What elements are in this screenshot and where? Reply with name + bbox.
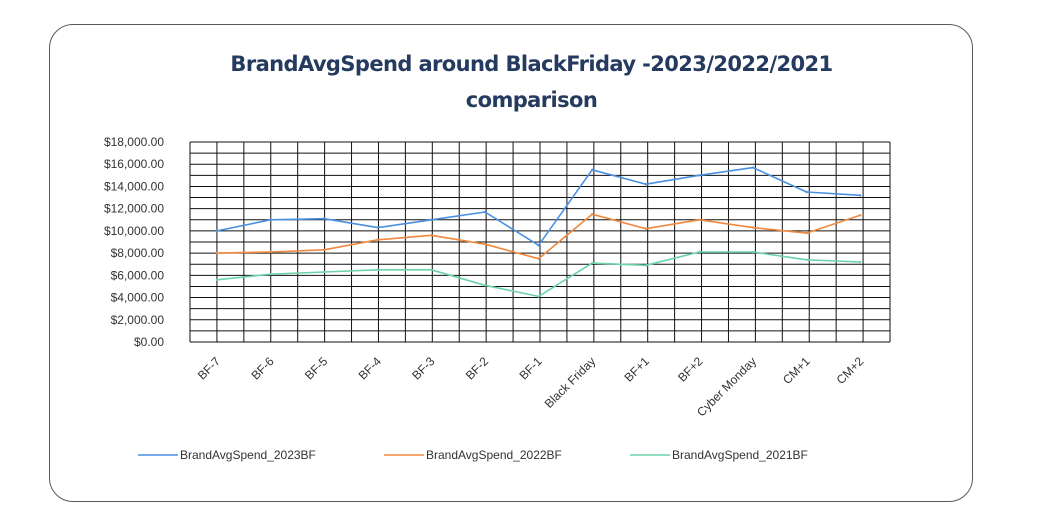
series-line	[216, 213, 861, 260]
data-point	[591, 261, 594, 265]
x-tick-label: Black Friday	[542, 354, 599, 411]
x-tick-label: BF-4	[356, 354, 385, 383]
data-point	[215, 251, 219, 255]
data-point	[537, 244, 540, 247]
data-point	[537, 295, 540, 298]
data-point	[269, 218, 272, 221]
series-line	[216, 166, 861, 247]
y-tick-label: $0.00	[134, 335, 164, 349]
data-point	[483, 243, 487, 246]
data-point	[751, 250, 755, 254]
chart-card	[49, 24, 973, 502]
y-tick-label: $8,000.00	[111, 246, 165, 260]
data-point	[483, 210, 487, 214]
data-point	[644, 264, 647, 267]
data-point	[483, 284, 487, 287]
data-point	[644, 227, 647, 230]
y-tick-label: $14,000.00	[104, 179, 164, 193]
y-tick-label: $2,000.00	[111, 313, 165, 327]
data-point	[323, 248, 326, 251]
data-point	[430, 234, 433, 237]
x-tick-label: BF+2	[675, 354, 706, 385]
data-point	[591, 213, 594, 216]
data-point	[376, 268, 379, 271]
data-point	[751, 226, 755, 229]
data-point	[805, 258, 808, 261]
data-point	[215, 278, 219, 281]
y-axis-ticks: $0.00 $2,000.00 $4,000.00 $6,000.00 $8,000.0…	[104, 135, 164, 349]
data-point	[698, 218, 701, 221]
y-tick-label: $4,000.00	[111, 291, 165, 305]
data-point	[376, 226, 379, 229]
data-point	[859, 214, 862, 217]
data-point	[430, 268, 433, 271]
legend-label: BrandAvgSpend_2021BF	[672, 448, 808, 462]
grid	[189, 141, 891, 343]
x-tick-label: CM+2	[834, 354, 867, 387]
data-point	[698, 250, 701, 254]
data-point	[215, 229, 219, 233]
data-point	[376, 238, 379, 241]
x-tick-label: CM+1	[780, 354, 813, 387]
y-tick-label: $18,000.00	[104, 135, 164, 149]
y-tick-label: $6,000.00	[111, 268, 165, 282]
x-tick-label: BF-7	[195, 354, 224, 383]
data-point	[537, 257, 540, 260]
x-tick-label: BF-5	[302, 354, 331, 383]
data-point	[751, 166, 755, 169]
data-point	[430, 218, 433, 221]
y-tick-label: $10,000.00	[104, 224, 164, 238]
legend-label: BrandAvgSpend_2022BF	[426, 448, 562, 462]
data-point	[805, 231, 808, 235]
x-tick-label: BF-3	[409, 354, 438, 383]
y-tick-label: $12,000.00	[104, 202, 164, 216]
data-point	[323, 217, 326, 220]
x-tick-label: BF-1	[516, 354, 545, 383]
legend: BrandAvgSpend_2023BF BrandAvgSpend_2022BF…	[138, 448, 808, 462]
chart-title: BrandAvgSpend around BlackFriday -2023/2…	[230, 52, 833, 76]
data-point	[269, 250, 272, 254]
y-tick-label: $16,000.00	[104, 157, 164, 171]
data-point	[323, 270, 326, 274]
data-point	[269, 273, 272, 276]
data-point	[698, 174, 701, 177]
data-point	[859, 260, 862, 264]
x-tick-label: BF-2	[463, 354, 492, 383]
series-lines	[215, 166, 862, 298]
x-tick-label: BF+1	[622, 354, 653, 385]
data-point	[859, 194, 862, 197]
data-point	[591, 168, 594, 171]
chart-subtitle: comparison	[465, 88, 598, 112]
x-tick-label: BF-6	[248, 354, 277, 383]
data-point	[805, 190, 808, 194]
legend-label: BrandAvgSpend_2023BF	[180, 448, 316, 462]
data-point	[644, 183, 647, 186]
